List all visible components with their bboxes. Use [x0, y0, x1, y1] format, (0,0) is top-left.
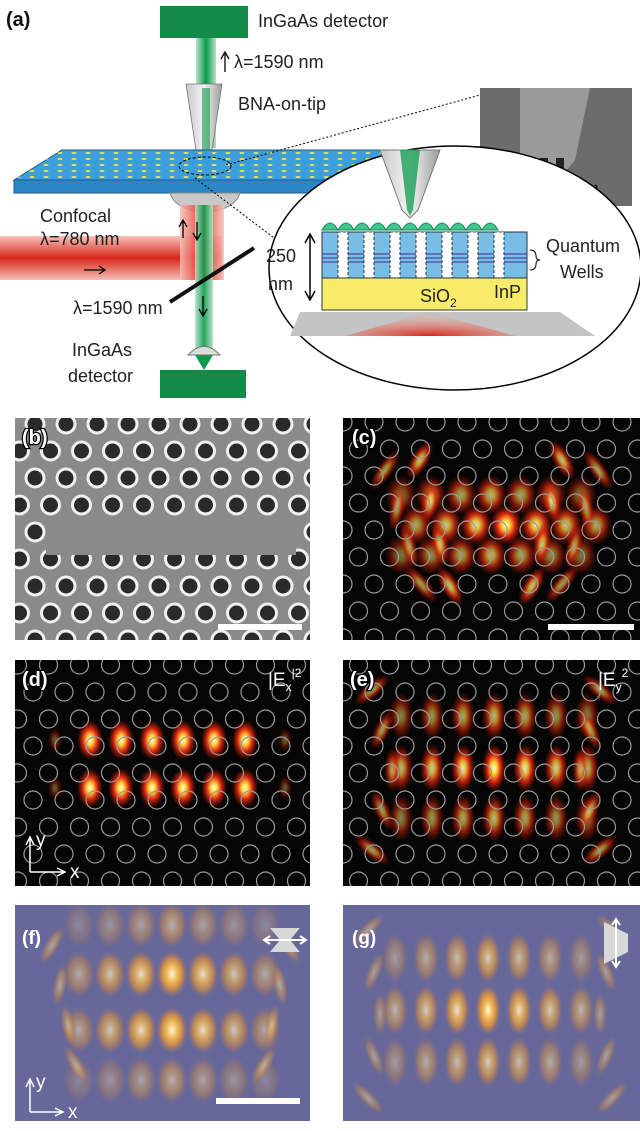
subscript: y: [616, 680, 622, 694]
panel-d: (d) |Ex|2 y x: [15, 660, 310, 886]
field-spot: [218, 950, 250, 998]
panel-label: (g): [352, 928, 376, 949]
field-spot: [568, 984, 594, 1036]
field-spot: [125, 1006, 157, 1054]
hole-lattice: [343, 660, 640, 886]
field-spot: [125, 950, 157, 998]
label: Wells: [560, 262, 604, 282]
field-spot: [506, 932, 532, 984]
field-spot: [156, 950, 188, 998]
label: BNA-on-tip: [238, 94, 326, 114]
field-spot: [593, 992, 607, 1036]
panel-label: (b): [22, 427, 48, 449]
field-spot: [218, 1006, 250, 1054]
field-spot: [475, 932, 501, 984]
panel-g: (g): [343, 905, 640, 1121]
field-spot: [568, 1036, 594, 1088]
field-spot: [125, 1056, 157, 1104]
beam: [195, 355, 213, 370]
panel-f: (f) y x: [15, 901, 310, 1123]
field-spot: [444, 932, 470, 984]
antenna: [322, 223, 498, 230]
label: 250: [266, 246, 296, 266]
label: nm: [268, 274, 293, 294]
hole-lattice: [15, 660, 310, 886]
panel-c: (c): [343, 418, 640, 640]
field-spot: [413, 932, 439, 984]
field-spot: [218, 901, 250, 949]
superscript: 2: [622, 666, 629, 680]
subscript: x: [286, 680, 292, 694]
field-spot: [94, 901, 126, 949]
panel-label: (c): [352, 427, 376, 449]
field-spot: [413, 984, 439, 1036]
field-spot: [382, 1036, 408, 1088]
axis-label: x: [68, 1102, 78, 1123]
field-spot: [63, 901, 95, 949]
page: {"panel_a": {"label": "(a)", "top_detect…: [0, 0, 640, 1131]
panel-a: (a) InGaAs detector λ=1590 nm BNA-on-tip…: [0, 6, 640, 398]
label: InGaAs: [72, 340, 132, 360]
beam: [202, 88, 210, 158]
field-spot: [125, 901, 157, 949]
field-spot: [187, 950, 219, 998]
waveguide: [46, 517, 296, 555]
field-spot: [373, 992, 387, 1036]
scale-bar: [216, 1098, 300, 1104]
panel-label: (d): [22, 669, 48, 691]
label: InGaAs detector: [258, 11, 388, 31]
scale-bar: [218, 624, 302, 630]
field: |E: [268, 670, 286, 691]
field-spot: [94, 950, 126, 998]
label: detector: [68, 366, 133, 386]
field-spot: [444, 1036, 470, 1088]
lens: [188, 347, 220, 356]
field-spot: [568, 932, 594, 984]
slab-side: [14, 180, 358, 193]
field-spot: [187, 1006, 219, 1054]
axis-label: y: [36, 830, 46, 851]
label: Quantum: [546, 236, 620, 256]
scale-bar: [548, 624, 634, 630]
field-spot: [382, 932, 408, 984]
field: |E: [598, 670, 616, 691]
field-spot: [156, 1006, 188, 1054]
field-spot: [218, 1056, 250, 1104]
field-spot: [537, 984, 563, 1036]
label: InP: [494, 282, 521, 302]
field-spot: [475, 984, 501, 1036]
field-spot: [94, 1006, 126, 1054]
panel-b: (b): [15, 418, 310, 640]
panel-label: (e): [350, 669, 374, 691]
field-spot: [156, 901, 188, 949]
subscript: 2: [450, 296, 457, 310]
figure: (a) InGaAs detector λ=1590 nm BNA-on-tip…: [0, 0, 640, 1131]
field-spot: [156, 1056, 188, 1104]
axis-label: x: [70, 862, 80, 883]
field-spot: [475, 1036, 501, 1088]
label: SiO: [420, 286, 450, 306]
field-spot: [94, 1056, 126, 1104]
panel-e: (e) |Ey2: [343, 660, 640, 886]
hole-lattice: [343, 418, 640, 640]
field-spot: [537, 1036, 563, 1088]
detector: [160, 370, 246, 398]
detector: [160, 6, 248, 38]
field-spot: [537, 932, 563, 984]
panel-label: (f): [22, 928, 41, 949]
superscript: 2: [295, 666, 302, 680]
panel-label: (a): [6, 9, 30, 31]
field-spot: [187, 901, 219, 949]
field-spot: [506, 1036, 532, 1088]
label: Confocal: [40, 206, 111, 226]
label: λ=780 nm: [40, 229, 120, 249]
field-spot: [187, 1056, 219, 1104]
label: λ=1590 nm: [73, 298, 163, 318]
field-spot: [506, 984, 532, 1036]
label: λ=1590 nm: [234, 52, 324, 72]
axis-label: y: [36, 1072, 46, 1093]
field-spot: [444, 984, 470, 1036]
field-spot: [413, 1036, 439, 1088]
